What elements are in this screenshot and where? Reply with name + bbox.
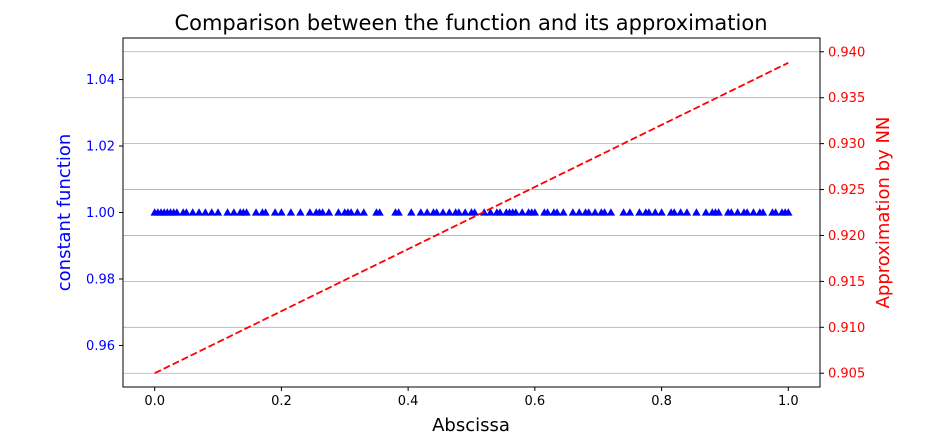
triangle-marker [438, 208, 448, 216]
left-y-axis-label: constant function [54, 134, 75, 292]
triangle-marker [600, 208, 609, 216]
triangle-marker [714, 208, 723, 216]
left-y-axis-ticks: 0.96 0.98 1.00 1.02 1.04 [86, 73, 123, 354]
triangle-marker [394, 208, 403, 216]
triangle-marker [530, 208, 540, 216]
triangle-marker [318, 208, 327, 216]
triangle-marker [270, 208, 280, 216]
triangle-marker [619, 208, 628, 216]
right-y-tick-label: 0.940 [828, 45, 865, 60]
triangle-marker [742, 208, 752, 216]
triangle-marker [277, 208, 286, 216]
triangle-marker [517, 208, 527, 216]
x-tick-label: 0.2 [271, 394, 292, 409]
triangle-marker [758, 208, 768, 216]
triangle-marker [701, 208, 711, 216]
triangle-marker [353, 208, 362, 216]
triangle-marker [305, 208, 315, 216]
triangle-marker [733, 208, 742, 216]
x-axis-label: Abscissa [432, 415, 510, 436]
triangle-marker [201, 208, 210, 216]
triangle-marker [445, 208, 454, 216]
triangle-marker [568, 208, 578, 216]
triangle-marker [407, 208, 416, 216]
triangle-marker [416, 208, 426, 216]
triangle-marker [223, 208, 232, 216]
triangle-marker [286, 208, 296, 216]
right-y-tick-label: 0.915 [828, 275, 865, 290]
right-y-tick-label: 0.920 [828, 229, 865, 244]
triangle-marker [657, 208, 666, 216]
triangle-marker [575, 208, 584, 216]
right-y-tick-label: 0.935 [828, 91, 865, 106]
triangle-marker [606, 208, 616, 216]
triangle-marker [625, 208, 635, 216]
constant-function-series [150, 208, 793, 216]
triangle-marker [229, 208, 239, 216]
x-tick-label: 0.6 [525, 394, 546, 409]
right-y-tick-label: 0.905 [828, 367, 865, 382]
triangle-marker [251, 208, 261, 216]
triangle-marker [559, 208, 568, 216]
triangle-marker [511, 208, 521, 216]
triangle-marker [676, 208, 685, 216]
triangle-marker [552, 208, 562, 216]
triangle-marker [182, 208, 191, 216]
triangle-marker [692, 208, 701, 216]
triangle-marker [432, 208, 441, 216]
right-y-tick-label: 0.925 [828, 183, 865, 198]
triangle-marker [771, 208, 780, 216]
left-y-tick-label: 1.00 [86, 206, 115, 221]
triangle-marker [375, 208, 384, 216]
triangle-marker [188, 208, 197, 216]
triangle-marker [670, 208, 679, 216]
left-y-tick-label: 0.98 [86, 272, 115, 287]
x-axis-ticks: 0.0 0.2 0.4 0.6 0.8 1.0 [144, 387, 799, 409]
right-y-axis-ticks: 0.905 0.910 0.915 0.920 0.925 0.930 0.935 0.940 [820, 45, 865, 382]
triangle-marker [682, 208, 692, 216]
x-tick-label: 0.8 [651, 394, 672, 409]
left-y-tick-label: 0.96 [86, 339, 115, 354]
triangle-marker [644, 208, 654, 216]
triangle-marker [194, 208, 204, 216]
chart-title: Comparison between the function and its … [174, 11, 767, 35]
right-y-tick-label: 0.910 [828, 321, 865, 336]
left-y-tick-label: 1.02 [86, 140, 115, 155]
x-tick-label: 0.4 [398, 394, 419, 409]
right-y-axis-label: Approximation by NN [873, 117, 894, 309]
triangle-marker [359, 208, 368, 216]
triangle-marker [543, 208, 552, 216]
triangle-marker [460, 208, 470, 216]
triangle-marker [296, 208, 305, 216]
left-y-tick-label: 1.04 [86, 73, 115, 88]
triangle-marker [590, 208, 600, 216]
triangle-marker [422, 208, 432, 216]
grid-lines [123, 51, 820, 374]
triangle-marker [454, 208, 464, 216]
triangle-marker [651, 208, 660, 216]
x-tick-label: 0.0 [144, 394, 165, 409]
triangle-marker [727, 208, 736, 216]
triangle-marker [346, 208, 356, 216]
approximation-series [154, 61, 789, 375]
triangle-marker [635, 208, 644, 216]
triangle-marker [486, 208, 495, 216]
triangle-marker [784, 208, 793, 216]
triangle-marker [749, 208, 758, 216]
triangle-marker [495, 208, 505, 216]
approximation-line [154, 61, 789, 375]
x-tick-label: 1.0 [778, 394, 799, 409]
triangle-marker [261, 208, 270, 216]
triangle-marker [584, 208, 593, 216]
triangle-marker [470, 208, 479, 216]
triangle-marker [324, 208, 334, 216]
triangle-marker [334, 208, 343, 216]
triangle-marker [172, 208, 182, 216]
triangle-marker [213, 208, 223, 216]
triangle-marker [207, 208, 216, 216]
right-y-tick-label: 0.930 [828, 137, 865, 152]
triangle-marker [242, 208, 251, 216]
